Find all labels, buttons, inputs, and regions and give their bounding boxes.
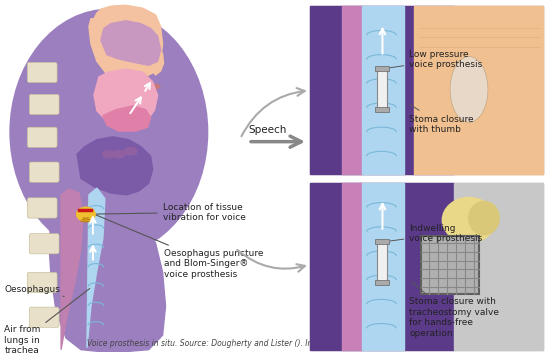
FancyBboxPatch shape xyxy=(28,198,57,218)
Text: Low pressure
voice prosthesis: Low pressure voice prosthesis xyxy=(390,50,482,69)
Text: Speech: Speech xyxy=(249,125,287,135)
Polygon shape xyxy=(342,6,361,174)
Text: Air from
lungs in
trachea: Air from lungs in trachea xyxy=(4,289,90,355)
Polygon shape xyxy=(310,183,454,350)
Bar xyxy=(376,107,389,111)
FancyArrowPatch shape xyxy=(241,88,305,136)
Polygon shape xyxy=(49,190,166,352)
Ellipse shape xyxy=(76,206,96,222)
Text: Oesophagus: Oesophagus xyxy=(4,285,64,296)
Polygon shape xyxy=(77,137,152,195)
Bar xyxy=(377,68,387,111)
FancyBboxPatch shape xyxy=(28,272,57,292)
Text: Voice prosthesis in situ. Source: Dougherty and Lister (). Image courtesy of InH: Voice prosthesis in situ. Source: Doughe… xyxy=(87,339,463,348)
Polygon shape xyxy=(361,183,404,350)
FancyBboxPatch shape xyxy=(28,127,57,147)
Ellipse shape xyxy=(442,197,497,243)
FancyBboxPatch shape xyxy=(29,307,59,327)
Bar xyxy=(310,183,543,350)
FancyBboxPatch shape xyxy=(29,94,59,115)
FancyArrowPatch shape xyxy=(237,250,305,272)
Polygon shape xyxy=(454,183,543,350)
Bar xyxy=(376,66,389,71)
Text: Oesophagus puncture
and Blom-Singer®
voice prosthesis: Oesophagus puncture and Blom-Singer® voi… xyxy=(87,211,263,279)
Polygon shape xyxy=(101,21,161,65)
Ellipse shape xyxy=(442,21,497,69)
Ellipse shape xyxy=(124,147,138,156)
Text: Indwelling
voice prosthesis: Indwelling voice prosthesis xyxy=(390,224,482,243)
Text: Location of tissue
vibration for voice: Location of tissue vibration for voice xyxy=(89,203,245,222)
Polygon shape xyxy=(342,183,361,350)
Ellipse shape xyxy=(9,9,208,255)
Ellipse shape xyxy=(466,25,502,62)
Bar xyxy=(310,6,543,174)
Bar xyxy=(376,280,389,285)
Polygon shape xyxy=(361,6,404,174)
Polygon shape xyxy=(87,188,105,348)
FancyBboxPatch shape xyxy=(28,62,57,83)
Bar xyxy=(376,239,389,244)
Ellipse shape xyxy=(450,56,488,122)
Text: Stoma closure
with thumb: Stoma closure with thumb xyxy=(409,104,474,134)
Bar xyxy=(377,241,387,284)
Ellipse shape xyxy=(112,150,126,159)
Polygon shape xyxy=(61,189,83,350)
Bar xyxy=(421,236,479,294)
Ellipse shape xyxy=(141,83,161,90)
Polygon shape xyxy=(310,6,454,174)
Polygon shape xyxy=(151,50,163,75)
Polygon shape xyxy=(103,106,151,131)
FancyBboxPatch shape xyxy=(29,162,59,182)
Polygon shape xyxy=(89,5,163,81)
Ellipse shape xyxy=(102,150,116,159)
Polygon shape xyxy=(94,69,158,127)
Polygon shape xyxy=(414,6,543,174)
Text: Stoma closure with
tracheostomy valve
for hands-free
operation: Stoma closure with tracheostomy valve fo… xyxy=(409,282,499,338)
Polygon shape xyxy=(454,6,543,174)
FancyBboxPatch shape xyxy=(29,233,59,254)
Ellipse shape xyxy=(468,201,500,236)
